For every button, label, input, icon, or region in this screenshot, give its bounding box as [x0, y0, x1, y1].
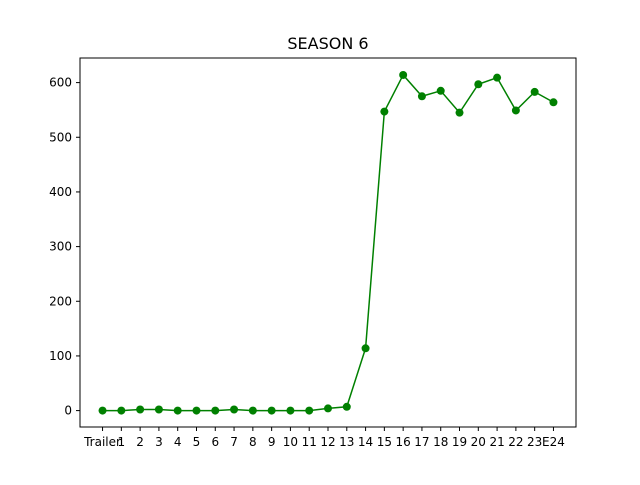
data-point [549, 98, 558, 107]
data-point [474, 80, 483, 89]
data-point [267, 406, 276, 415]
x-tick-label: 15 [377, 435, 392, 449]
data-point [230, 405, 239, 414]
y-tick-label: 300 [49, 240, 72, 254]
y-tick-label: 200 [49, 294, 72, 308]
x-tick-label: 9 [268, 435, 276, 449]
x-tick-label: 16 [396, 435, 411, 449]
x-tick-label: 10 [283, 435, 298, 449]
data-point [286, 406, 295, 415]
x-tick-label: 1 [118, 435, 126, 449]
y-tick-label: 400 [49, 185, 72, 199]
x-tick-label: 12 [320, 435, 335, 449]
y-tick-label: 500 [49, 130, 72, 144]
data-point [173, 406, 182, 415]
x-tick-label: 13 [339, 435, 354, 449]
data-point [154, 405, 163, 414]
data-point [399, 70, 408, 79]
data-point [117, 406, 126, 415]
y-tick-label: 600 [49, 76, 72, 90]
x-tick-label: 3 [155, 435, 163, 449]
data-point [530, 87, 539, 96]
data-point [361, 344, 370, 353]
x-tick-label: 4 [174, 435, 182, 449]
data-point [380, 107, 389, 116]
x-tick-label: 21 [489, 435, 504, 449]
data-point [493, 73, 502, 82]
x-tick-label: E24 [542, 435, 565, 449]
data-point [324, 404, 332, 413]
x-tick-label: 22 [508, 435, 523, 449]
y-tick-label: 0 [64, 404, 72, 418]
x-tick-label: 23 [527, 435, 542, 449]
x-tick-label: 20 [471, 435, 486, 449]
data-point [305, 406, 314, 415]
x-tick-label: Trailer [83, 435, 121, 449]
data-point [136, 405, 145, 414]
series-layer [98, 70, 558, 415]
x-tick-label: 2 [136, 435, 144, 449]
data-point [436, 86, 445, 95]
x-tick-label: 7 [230, 435, 238, 449]
x-tick-label: 17 [414, 435, 429, 449]
data-point [192, 406, 201, 415]
x-tick-label: 5 [193, 435, 201, 449]
data-point [417, 92, 426, 101]
chart-title: SEASON 6 [287, 34, 368, 53]
data-point [342, 402, 351, 411]
y-axis: 0 100 200 300 400 500 600 [49, 76, 80, 418]
y-tick-label: 100 [49, 349, 72, 363]
data-point [511, 106, 520, 115]
x-tick-label: 14 [358, 435, 373, 449]
data-point [211, 406, 220, 415]
x-tick-label: 19 [452, 435, 467, 449]
x-tick-label: 8 [249, 435, 257, 449]
x-tick-label: 11 [302, 435, 317, 449]
plot-frame [79, 57, 577, 428]
data-point [98, 406, 107, 415]
x-tick-label: 6 [211, 435, 219, 449]
x-tick-label: 18 [433, 435, 448, 449]
data-point [455, 108, 464, 117]
data-point [248, 406, 257, 415]
